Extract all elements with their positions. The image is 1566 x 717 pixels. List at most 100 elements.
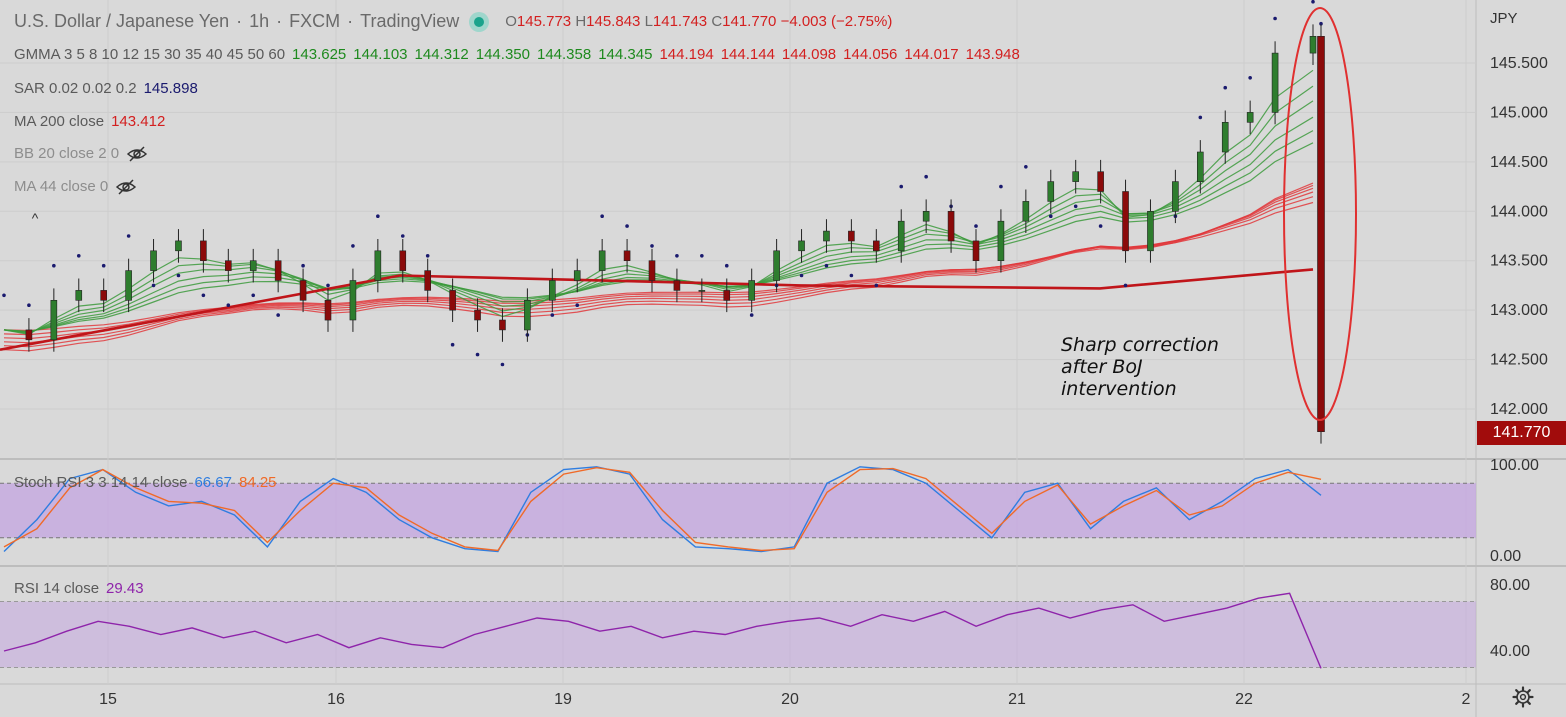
candle-body xyxy=(972,240,980,261)
sar-dot xyxy=(201,293,206,298)
candle-body xyxy=(324,299,332,321)
stoch-tick-label: 0.00 xyxy=(1490,548,1521,565)
hidden-eye-icon[interactable] xyxy=(115,178,137,195)
candle-body xyxy=(100,290,107,301)
settings-gear-icon[interactable] xyxy=(1512,686,1534,708)
interval[interactable]: 1h xyxy=(249,11,270,31)
rsi-tick-label: 80.00 xyxy=(1490,577,1530,594)
stoch-rsi-legend[interactable]: Stoch RSI 3 3 14 14 close 66.67 84.25 xyxy=(14,474,277,491)
candle-body xyxy=(1271,52,1279,113)
candle-body xyxy=(299,280,307,301)
sar-dot xyxy=(675,254,679,258)
rsi-legend[interactable]: RSI 14 close 29.43 xyxy=(14,580,144,597)
sar-dot xyxy=(899,184,904,189)
gmma-legend[interactable]: GMMA 3 5 8 10 12 15 30 35 40 45 50 60 14… xyxy=(14,46,1020,63)
sar-dot xyxy=(600,214,604,218)
time-tick-label: 2 xyxy=(1462,691,1471,708)
sar-label: SAR 0.02 0.02 0.2 xyxy=(14,80,137,97)
candle-body xyxy=(748,280,755,301)
exchange: FXCM xyxy=(289,11,341,31)
candle-body xyxy=(1097,171,1104,192)
gmma-fast-line xyxy=(3,142,1314,333)
gmma-slow-line xyxy=(3,182,1314,352)
time-tick-label: 15 xyxy=(99,691,117,708)
annotation-line: Sharp correction xyxy=(1061,334,1219,356)
price-tick-label: 142.500 xyxy=(1490,352,1548,369)
sar-dot xyxy=(376,214,380,218)
currency-selector[interactable]: JPY xyxy=(1490,10,1518,27)
time-tick-label: 16 xyxy=(327,691,345,708)
candle-body xyxy=(549,280,556,301)
sar-dot xyxy=(550,313,555,317)
sar-dot xyxy=(351,244,355,248)
candle-body xyxy=(1047,181,1055,202)
sar-dot xyxy=(924,174,928,179)
gmma-slow-6: 143.948 xyxy=(965,46,1020,63)
gmma-fast-2: 144.103 xyxy=(353,46,408,63)
stoch-rsi-label: Stoch RSI 3 3 14 14 close xyxy=(14,474,188,491)
sar-dot xyxy=(126,234,131,238)
candle-body xyxy=(75,290,83,301)
candle-body xyxy=(698,290,706,292)
candle-body xyxy=(1317,35,1325,432)
sar-dot xyxy=(749,313,754,317)
sar-dot xyxy=(475,352,480,357)
bb-legend[interactable]: BB 20 close 2 0 xyxy=(14,145,148,162)
collapse-legend-button[interactable]: ^ xyxy=(31,210,39,226)
candle-body xyxy=(25,329,33,341)
ma200-label: MA 200 close xyxy=(14,113,105,130)
sar-dot xyxy=(700,254,704,258)
sar-dot xyxy=(500,362,505,367)
sar-dot xyxy=(52,263,56,268)
candle-body xyxy=(1221,122,1229,153)
hidden-eye-icon[interactable] xyxy=(126,145,148,162)
low-label: L xyxy=(644,13,653,30)
candle-body xyxy=(873,240,880,252)
ma200-line xyxy=(0,268,1314,351)
candle-body xyxy=(1246,112,1254,123)
gmma-slow-line xyxy=(3,184,1314,348)
ma44-label: MA 44 close 0 xyxy=(14,178,109,195)
candle-body xyxy=(922,211,930,222)
symbol-name[interactable]: U.S. Dollar / Japanese Yen xyxy=(14,11,230,31)
annotation-line: after BoJ xyxy=(1061,356,1143,378)
annotation-line: intervention xyxy=(1061,378,1177,400)
sar-dot xyxy=(301,263,305,268)
open-label: O xyxy=(505,13,517,30)
ma200-legend[interactable]: MA 200 close 143.412 xyxy=(14,113,165,130)
annotation-text: Sharp correction after BoJ intervention xyxy=(1061,334,1219,400)
price-tick-label: 144.000 xyxy=(1490,203,1548,220)
sar-dot xyxy=(226,303,231,308)
price-tick-label: 145.000 xyxy=(1490,104,1548,121)
candle-body xyxy=(125,270,132,301)
time-tick-label: 19 xyxy=(554,691,572,708)
ma44-legend[interactable]: MA 44 close 0 xyxy=(14,178,137,195)
candle-body xyxy=(524,299,531,331)
candle-body xyxy=(225,260,232,271)
price-tick-label: 144.500 xyxy=(1490,154,1548,171)
sar-dot xyxy=(1198,115,1203,120)
candle-body xyxy=(499,319,506,331)
candle-body xyxy=(1022,201,1030,222)
candle-body xyxy=(1197,151,1204,183)
stoch-band xyxy=(0,483,1476,538)
gmma-fast-line xyxy=(3,116,1314,333)
ma200-value: 143.412 xyxy=(111,113,166,130)
stoch-tick-label: 100.00 xyxy=(1490,457,1539,474)
sar-dot xyxy=(425,254,430,258)
candle-body xyxy=(200,240,207,261)
sar-dot xyxy=(849,273,854,278)
candle-body xyxy=(897,220,905,252)
candle-body xyxy=(773,250,780,281)
ohlc-values: O145.773 H145.843 L141.743 C141.770 −4.0… xyxy=(505,13,892,30)
separator-dot: · xyxy=(276,11,283,31)
sar-dot xyxy=(874,283,879,288)
candle-body xyxy=(1072,171,1079,182)
separator-dot: · xyxy=(347,11,354,31)
sar-dot xyxy=(799,273,804,278)
candle-body xyxy=(1147,211,1154,252)
sar-dot xyxy=(400,234,405,238)
sar-legend[interactable]: SAR 0.02 0.02 0.2 145.898 xyxy=(14,80,198,97)
sar-dot xyxy=(824,263,829,268)
